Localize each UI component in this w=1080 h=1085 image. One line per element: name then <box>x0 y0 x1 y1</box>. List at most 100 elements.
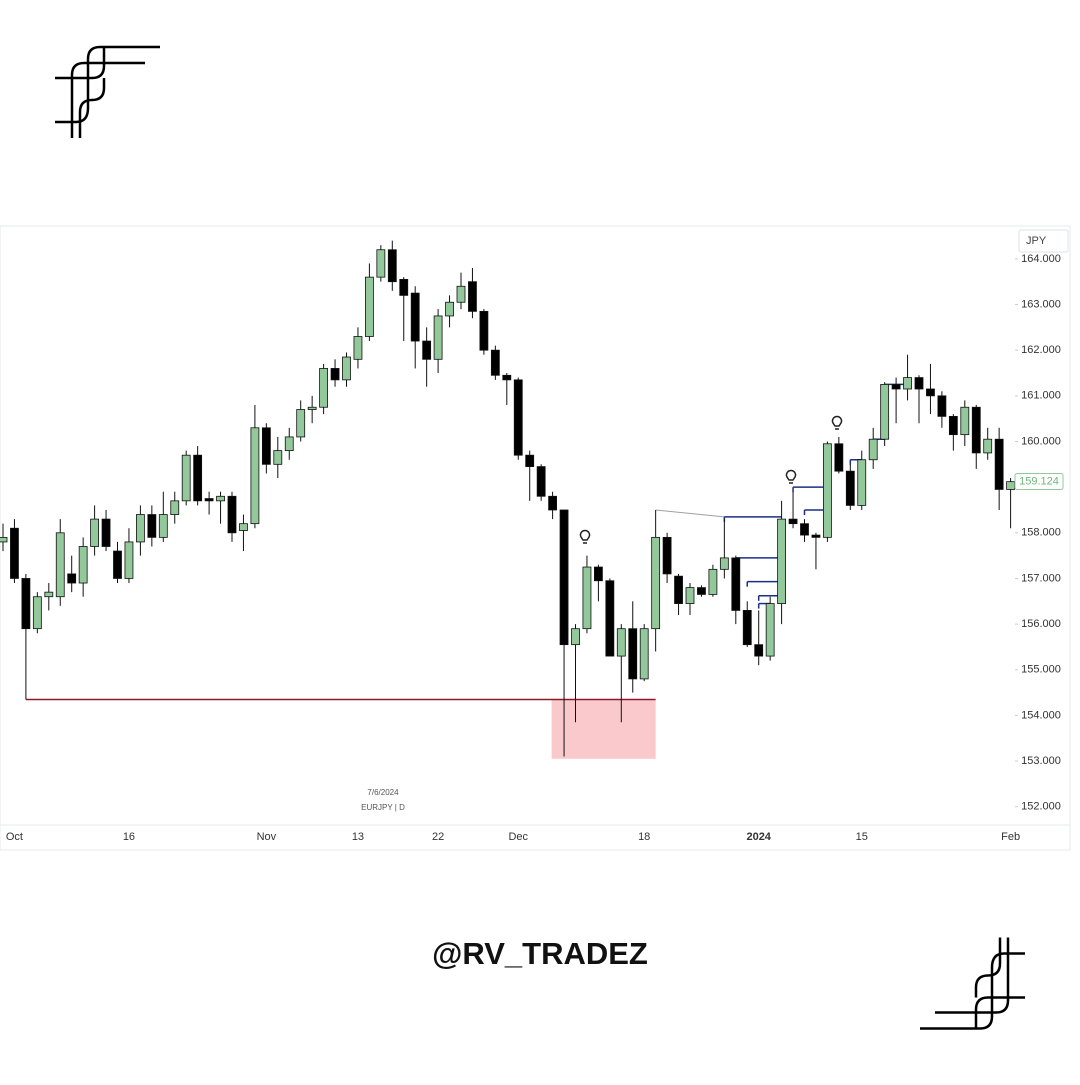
y-tick-label: 153.000 <box>1021 755 1061 767</box>
candle-body <box>204 498 214 502</box>
logo <box>53 45 162 140</box>
x-tick-label: 15 <box>856 831 868 843</box>
candle <box>697 585 706 597</box>
candle <box>948 414 958 451</box>
chart-panel <box>0 225 1071 851</box>
candle-body <box>250 427 260 525</box>
x-tick-label: 18 <box>638 831 650 843</box>
candle <box>193 446 203 506</box>
candle <box>307 395 317 424</box>
candle <box>284 427 294 460</box>
candle-body <box>376 249 386 278</box>
candle-body <box>158 514 168 538</box>
candle-body <box>983 438 993 454</box>
x-tick-label: 16 <box>123 831 135 843</box>
candle <box>571 624 580 723</box>
handle: @RV_TRADEZ <box>432 936 648 971</box>
candle <box>605 578 615 657</box>
candle-body <box>113 550 122 579</box>
zone <box>551 699 656 759</box>
candle-body <box>307 406 317 410</box>
candle-body <box>1006 481 1015 490</box>
candle <box>548 491 557 520</box>
y-tick-label: 158.000 <box>1021 527 1061 539</box>
candle <box>273 436 283 479</box>
candle-body <box>67 573 77 584</box>
last-price-box <box>1014 472 1064 490</box>
candle-body <box>21 578 31 630</box>
lightbulb-icon <box>785 469 797 484</box>
candle <box>319 363 329 415</box>
candle-body <box>261 427 271 465</box>
candle-body <box>479 310 489 351</box>
candle <box>261 423 271 474</box>
candle-body <box>731 557 741 611</box>
candle <box>330 359 340 387</box>
y-tick-label: 152.000 <box>1021 801 1061 813</box>
y-tick-label: 160.000 <box>1021 435 1061 447</box>
candle-body <box>960 406 970 436</box>
candle <box>158 491 168 542</box>
candle-body <box>685 587 695 604</box>
candle-body <box>456 285 466 303</box>
candle <box>227 491 237 542</box>
candle-body <box>124 541 134 579</box>
candle-body <box>994 438 1004 490</box>
candle-body <box>628 628 638 680</box>
currency: JPY <box>1026 235 1047 247</box>
candle <box>239 514 248 552</box>
y-tick-label: 163.000 <box>1021 298 1061 310</box>
candle-body <box>319 368 329 408</box>
candle-body <box>227 495 237 534</box>
candle-body <box>937 395 947 417</box>
candle <box>513 377 523 460</box>
y-tick-label: 162.000 <box>1021 344 1061 356</box>
candle <box>628 601 638 693</box>
candle <box>800 519 809 542</box>
candle-body <box>800 523 809 536</box>
candle <box>204 491 214 515</box>
candle <box>353 327 363 369</box>
candle <box>250 404 260 529</box>
x-tick-label: Nov <box>257 831 277 843</box>
candle-body <box>639 628 649 680</box>
candle <box>490 345 500 380</box>
lightbulb-icon <box>831 415 843 430</box>
candle <box>823 441 832 542</box>
candle-body <box>273 450 283 465</box>
candle-body <box>101 518 111 547</box>
candle <box>502 373 512 405</box>
candle-body <box>513 379 523 456</box>
candle-body <box>788 518 798 525</box>
x-tick-label: 2024 <box>746 831 771 843</box>
candle <box>594 564 603 602</box>
candle-body <box>399 279 409 296</box>
candle <box>422 327 432 387</box>
candle <box>914 375 924 424</box>
x-tick-label: 13 <box>352 831 364 843</box>
candle <box>170 491 180 524</box>
icons <box>579 415 843 544</box>
candle <box>662 532 672 584</box>
candle-body <box>468 281 477 312</box>
candle <box>32 592 42 634</box>
candle <box>410 286 420 369</box>
candle <box>880 382 890 447</box>
candle <box>10 519 19 584</box>
currency-box <box>1018 229 1069 253</box>
x-tick-label: 22 <box>432 831 444 843</box>
candle <box>456 272 466 310</box>
candle-body <box>0 536 8 543</box>
candle <box>376 245 386 282</box>
candle <box>135 505 145 556</box>
candle <box>811 532 821 570</box>
candle <box>983 427 993 460</box>
candle-body <box>170 500 180 515</box>
candle <box>857 450 867 510</box>
candle-body <box>90 518 99 547</box>
candle-body <box>674 575 683 604</box>
candle <box>868 427 878 469</box>
candle <box>399 277 409 342</box>
candle-body <box>948 415 958 436</box>
